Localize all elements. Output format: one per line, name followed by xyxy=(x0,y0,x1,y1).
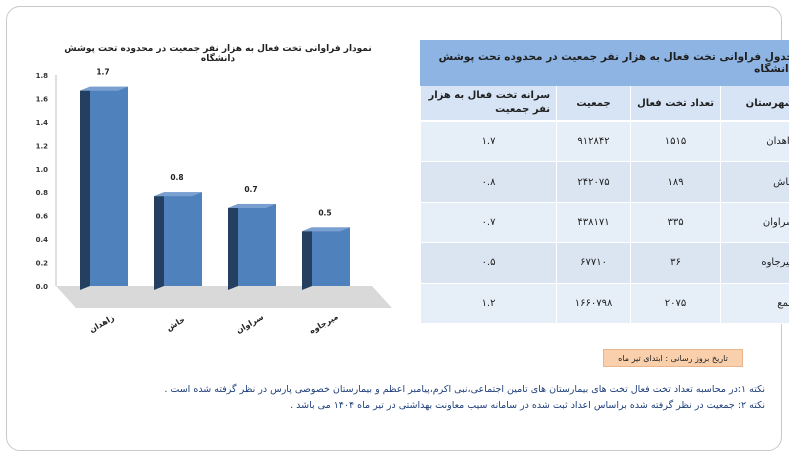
bar-side xyxy=(80,86,90,290)
cell-city: زاهدان xyxy=(720,121,789,163)
bar-value-label: 0.5 xyxy=(318,208,331,217)
bar-top xyxy=(228,203,276,208)
y-tick-label: 0.0 xyxy=(36,283,49,291)
bar-top xyxy=(302,227,350,232)
update-date-badge: تاریخ بروز رسانی : ابتدای تیر ماه xyxy=(603,349,743,367)
cell-beds: ۳۳۵ xyxy=(630,202,721,244)
bar-value-label: 1.7 xyxy=(96,68,109,77)
cell-population: ۴۳۸۱۷۱ xyxy=(556,202,631,244)
y-tick-label: 0.6 xyxy=(36,213,49,221)
y-tick-label: 1.0 xyxy=(36,166,49,174)
cell-beds: ۱۸۹ xyxy=(630,161,721,203)
bar xyxy=(90,86,128,286)
cell-beds: ۳۶ xyxy=(630,242,721,284)
bar-chart: 0.0 0.2 0.4 0.6 0.8 1.0 1.2 1.4 1.6 1.8 1.7 زاهدان… xyxy=(36,68,392,336)
bar-top xyxy=(80,86,128,91)
chart-title: نمودار فراوانی تخت فعال به هزار نفر جمعی… xyxy=(64,44,372,64)
cell-rate: ۰.۷ xyxy=(419,202,557,244)
y-tick-label: 0.4 xyxy=(36,236,49,244)
cell-city: جمع xyxy=(720,283,789,325)
bar-side xyxy=(228,203,238,290)
table-row: سراوان ۳۳۵ ۴۳۸۱۷۱ ۰.۷ xyxy=(419,202,789,244)
table-row: میرجاوه ۳۶ ۶۷۷۱۰ ۰.۵ xyxy=(419,242,789,284)
y-tick-label: 0.8 xyxy=(36,189,49,197)
cell-population: ۹۱۲۸۴۲ xyxy=(556,121,631,163)
cell-population: ۱۶۶۰۷۹۸ xyxy=(556,283,631,325)
bar xyxy=(164,192,202,286)
header-population: جمعیت xyxy=(556,85,631,122)
cell-beds: ۲۰۷۵ xyxy=(630,283,721,325)
bar xyxy=(238,203,276,286)
y-tick-label: 1.2 xyxy=(36,142,49,150)
bar-value-label: 0.8 xyxy=(170,173,183,182)
header-city: شهرستان xyxy=(720,85,789,122)
cell-city: خاش xyxy=(720,161,789,203)
y-tick-label: 0.2 xyxy=(36,260,49,268)
x-tick-label: خاش xyxy=(165,315,187,334)
footnote-2: نکته ۲: جمعیت در نظر گرفته شده براساس اع… xyxy=(290,400,765,411)
bar-side xyxy=(154,192,164,290)
cell-city: میرجاوه xyxy=(720,242,789,284)
cell-rate: ۱.۲ xyxy=(419,283,557,325)
cell-population: ۶۷۷۱۰ xyxy=(556,242,631,284)
header-rate: سرانه تخت فعال به هزار نفر جمعیت xyxy=(419,85,557,122)
x-tick-label: سراوان xyxy=(234,312,265,335)
bar xyxy=(312,227,350,286)
bar-top xyxy=(154,192,202,197)
cell-city: سراوان xyxy=(720,202,789,244)
table-row: جمع ۲۰۷۵ ۱۶۶۰۷۹۸ ۱.۲ xyxy=(419,283,789,325)
y-tick-label: 1.4 xyxy=(36,119,49,127)
y-tick-label: 1.8 xyxy=(36,72,49,80)
table-row: زاهدان ۱۵۱۵ ۹۱۲۸۴۲ ۱.۷ xyxy=(419,121,789,163)
cell-beds: ۱۵۱۵ xyxy=(630,121,721,163)
header-beds: تعداد تخت فعال xyxy=(630,85,721,122)
cell-rate: ۰.۵ xyxy=(419,242,557,284)
chart-floor xyxy=(56,286,392,308)
table-title: جدول فراوانی تخت فعال به هزار نفر جمعیت … xyxy=(419,40,789,86)
cell-population: ۲۴۲۰۷۵ xyxy=(556,161,631,203)
x-tick-label: میرجاوه xyxy=(308,312,340,336)
beds-table: جدول فراوانی تخت فعال به هزار نفر جمعیت … xyxy=(419,40,789,325)
bar-value-label: 0.7 xyxy=(244,185,257,194)
y-tick-label: 1.6 xyxy=(36,95,49,103)
cell-rate: ۰.۸ xyxy=(419,161,557,203)
cell-rate: ۱.۷ xyxy=(419,121,557,163)
table-row: خاش ۱۸۹ ۲۴۲۰۷۵ ۰.۸ xyxy=(419,161,789,203)
footnote-1: نکته ۱:در محاسبه تعداد تخت فعال تخت های … xyxy=(164,384,765,395)
x-tick-label: زاهدان xyxy=(88,313,116,335)
bar-side xyxy=(302,227,312,290)
